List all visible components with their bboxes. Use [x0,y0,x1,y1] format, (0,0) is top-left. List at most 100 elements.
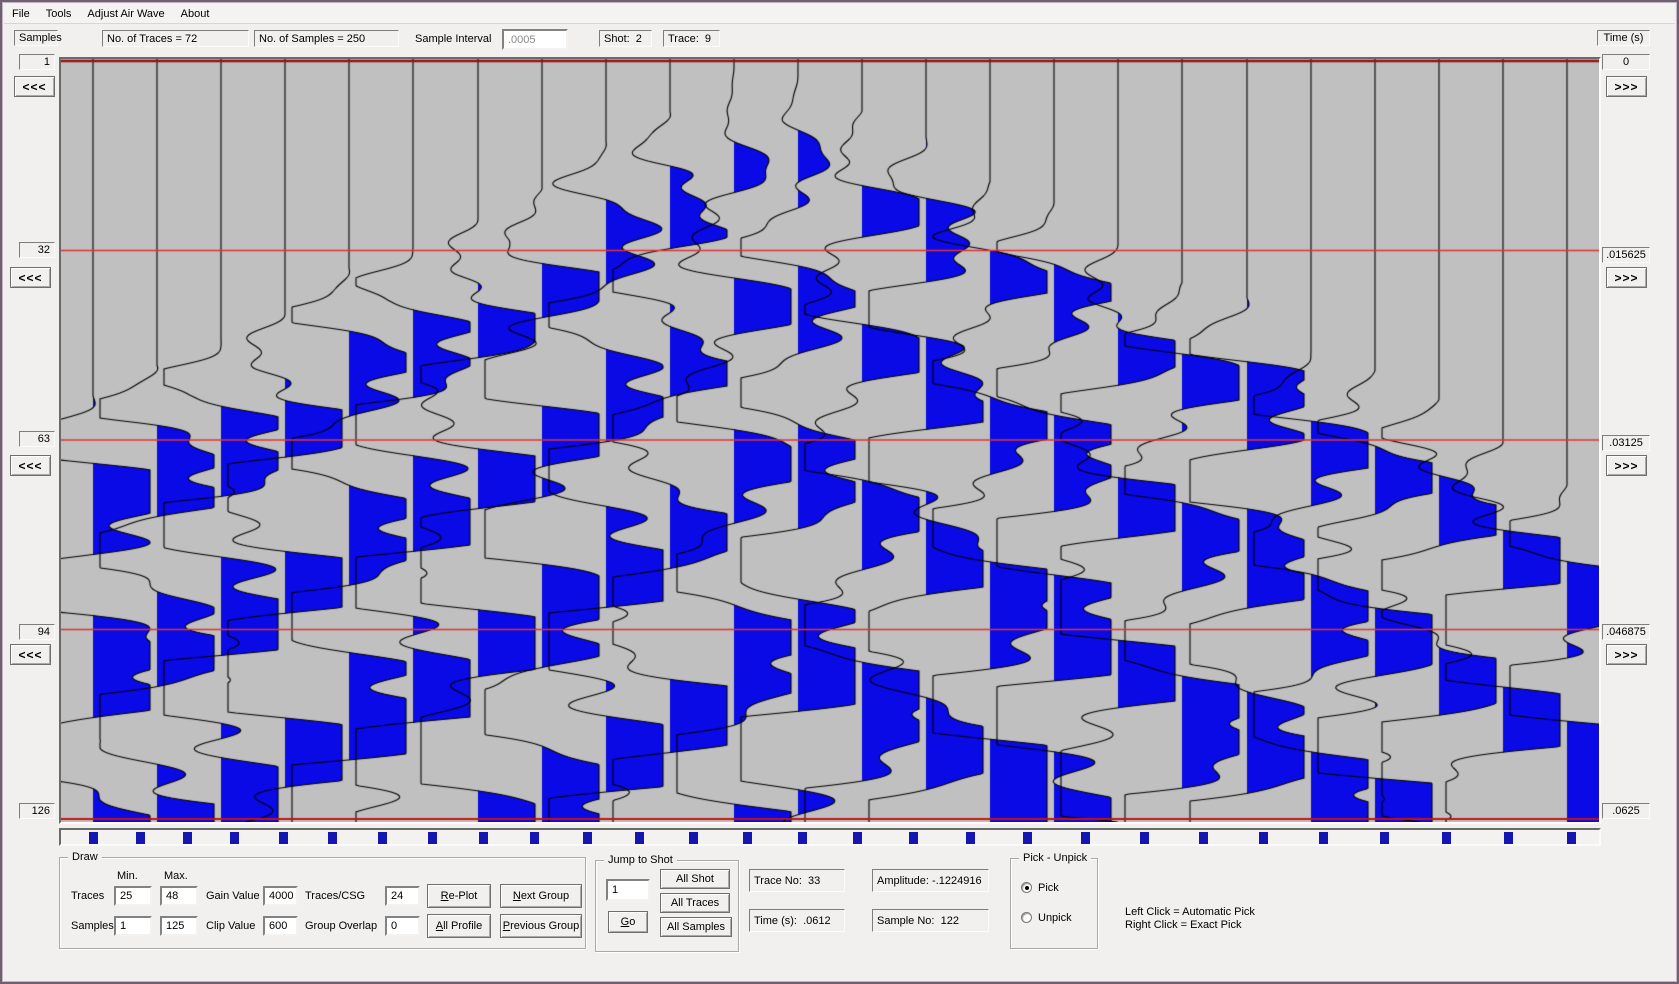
trace-position-marker [428,832,437,844]
trace-field: Trace: 9 [663,30,720,47]
traces-csg-input[interactable]: 24 [385,886,420,906]
scroll-right-button-3[interactable]: >>> [1606,455,1647,476]
draw-group-title: Draw [68,851,102,863]
menu-bar: File Tools Adjust Air Wave About [4,4,1675,24]
draw-group: Draw Min. Max. Traces 25 48 Gain Value 4… [59,851,586,949]
all-samples-button[interactable]: All Samples [660,917,732,937]
clip-value-label: Clip Value [206,920,256,932]
trace-position-marker [1504,832,1513,844]
trace-position-marker [635,832,644,844]
trace-position-marker [1567,832,1576,844]
trace-position-marker [183,832,192,844]
trace-position-marker [1380,832,1389,844]
jump-to-shot-title: Jump to Shot [604,854,677,866]
amplitude-readout: Amplitude: -.1224916 [872,869,989,892]
trace-position-marker [909,832,918,844]
trace-position-marker [1259,832,1268,844]
time-tick-0625: .0625 [1602,803,1650,819]
trace-position-marker [530,832,539,844]
hint-left-click: Left Click = Automatic Pick [1125,906,1255,918]
seismic-canvas[interactable] [61,59,1599,822]
pick-unpick-group: Pick - Unpick Pick Unpick [1010,852,1098,949]
time-tick-0: 0 [1602,54,1650,70]
group-overlap-input[interactable]: 0 [385,916,420,936]
trace-position-marker [328,832,337,844]
traces-label: Traces [71,890,105,902]
trace-position-marker [583,832,592,844]
trace-position-marker [1319,832,1328,844]
samples-max-input[interactable]: 125 [160,916,198,936]
group-overlap-label: Group Overlap [305,920,378,932]
traces-csg-label: Traces/CSG [305,890,366,902]
samples-label: Samples [71,920,114,932]
trace-position-marker [89,832,98,844]
samples-min-input[interactable]: 1 [114,916,152,936]
all-traces-button[interactable]: All Traces [660,893,730,913]
sample-no-readout: Sample No: 122 [872,909,989,932]
scroll-right-button-2[interactable]: >>> [1606,267,1647,288]
sample-interval-input[interactable]: .0005 [502,29,568,50]
trace-position-marker [136,832,145,844]
trace-position-marker [798,832,807,844]
sample-interval-label: Sample Interval [415,33,492,45]
trace-position-marker [1442,832,1451,844]
all-shot-button[interactable]: All Shot [660,869,730,889]
time-axis-label: Time (s) [1597,30,1650,46]
trace-position-marker [378,832,387,844]
min-label: Min. [117,870,138,882]
trace-no-readout: Trace No: 33 [749,869,845,892]
num-samples-field: No. of Samples = 250 [254,30,399,47]
scroll-left-button-2[interactable]: <<< [10,267,51,288]
trace-position-marker [1140,832,1149,844]
scroll-right-button-1[interactable]: >>> [1606,76,1647,97]
time-tick-046875: .046875 [1602,624,1650,640]
traces-max-input[interactable]: 48 [160,886,198,906]
scroll-left-button-3[interactable]: <<< [10,455,51,476]
trace-position-marker [689,832,698,844]
menu-adjust-air-wave[interactable]: Adjust Air Wave [87,7,165,20]
hint-right-click: Right Click = Exact Pick [1125,919,1242,931]
scroll-right-button-4[interactable]: >>> [1606,644,1647,665]
trace-marker-strip [59,828,1601,846]
samples-axis-label: Samples [14,30,62,46]
sample-tick-63: 63 [19,431,55,447]
jump-shot-input[interactable]: 1 [606,879,650,901]
trace-position-marker [1199,832,1208,844]
menu-tools[interactable]: Tools [45,7,72,20]
num-traces-field: No. of Traces = 72 [102,30,249,47]
trace-position-marker [279,832,288,844]
gain-value-label: Gain Value [206,890,260,902]
sample-tick-126: 126 [19,803,55,819]
trace-position-marker [966,832,975,844]
trace-position-marker [853,832,862,844]
unpick-radio-label: Unpick [1038,912,1072,924]
traces-min-input[interactable]: 25 [114,886,152,906]
scroll-left-button-1[interactable]: <<< [14,76,55,97]
trace-position-marker [1081,832,1090,844]
shot-field: Shot: 2 [599,30,652,47]
clip-value-input[interactable]: 600 [263,916,298,936]
sample-tick-32: 32 [19,242,55,258]
menu-about[interactable]: About [180,7,210,20]
sample-tick-1: 1 [19,54,55,70]
time-tick-03125: .03125 [1602,435,1650,451]
seismic-plot[interactable] [59,57,1601,824]
sample-tick-94: 94 [19,624,55,640]
pick-unpick-title: Pick - Unpick [1019,852,1092,864]
scroll-left-button-4[interactable]: <<< [10,644,51,665]
gain-value-input[interactable]: 4000 [263,886,298,906]
pick-radio[interactable] [1021,882,1032,893]
trace-position-marker [230,832,239,844]
time-readout: Time (s): .0612 [749,909,845,932]
trace-position-marker [479,832,488,844]
menu-file[interactable]: File [12,7,30,20]
unpick-radio[interactable] [1021,912,1032,923]
trace-position-marker [743,832,752,844]
